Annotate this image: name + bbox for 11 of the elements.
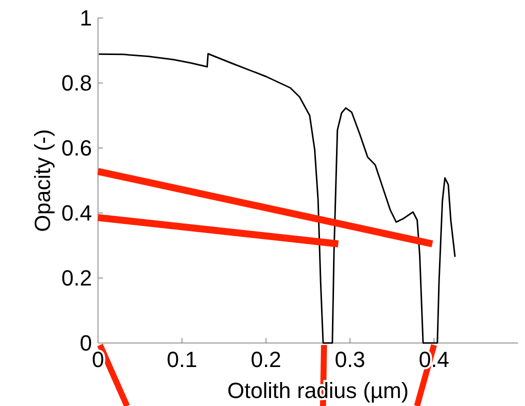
y-tick-label: 0.6 — [61, 136, 92, 161]
y-axis-title: Opacity (-) — [30, 129, 55, 232]
x-tick-label: 0.2 — [250, 347, 282, 372]
y-tick-label: 0.4 — [61, 200, 92, 226]
x-tick-label: 0.3 — [334, 347, 366, 372]
x-tick-label: 0.1 — [166, 347, 198, 372]
line-series — [98, 53, 456, 344]
y-tick-label: 0.2 — [61, 266, 92, 291]
y-tick-label: 0.8 — [61, 70, 92, 96]
y-tick-label: 0 — [80, 330, 92, 356]
y-tick-label: 1 — [80, 6, 92, 31]
